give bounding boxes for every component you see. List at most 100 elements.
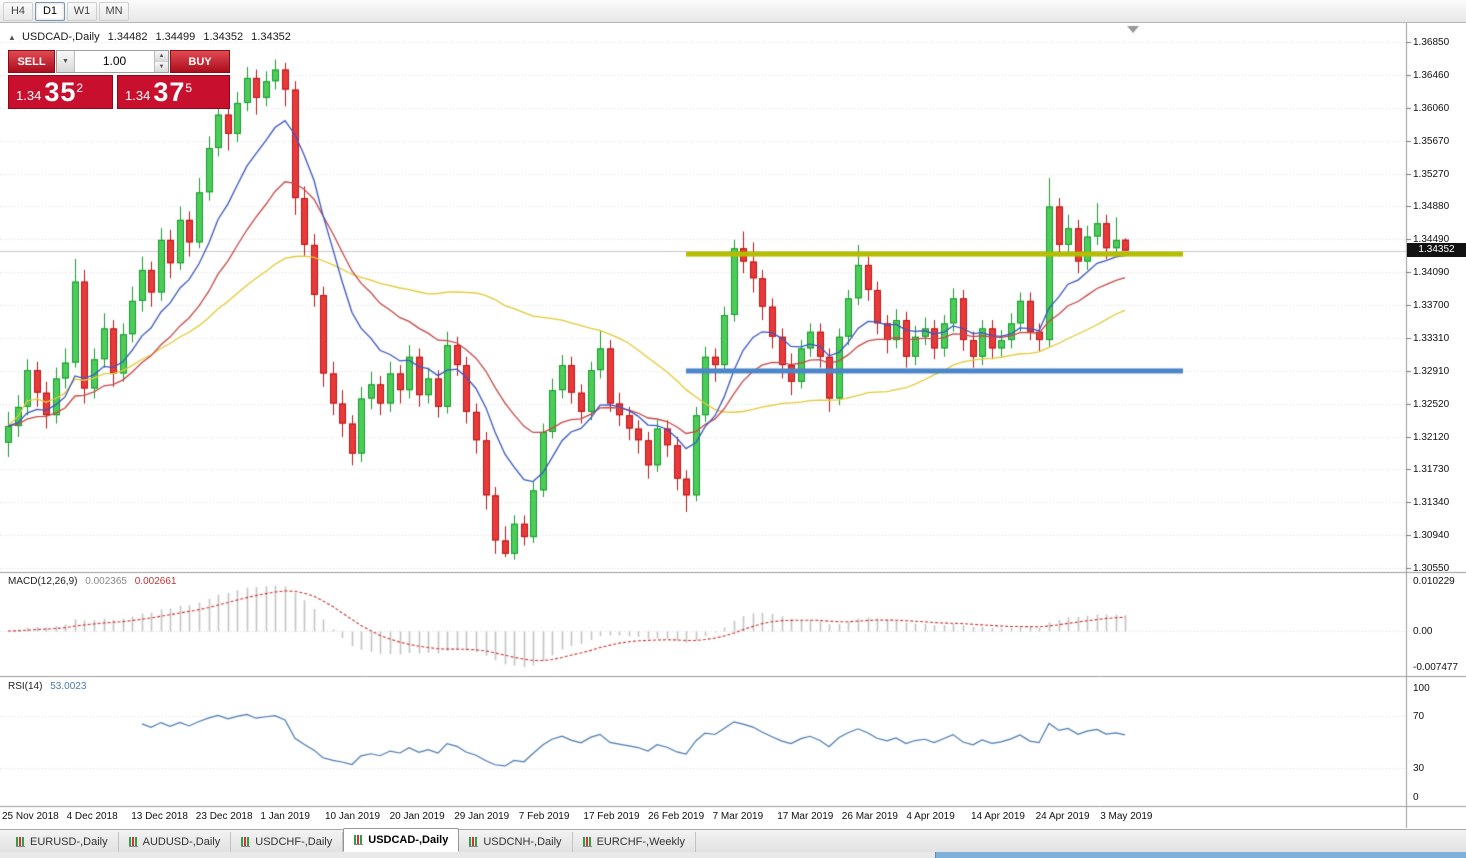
price-scale-label: 1.32910	[1413, 365, 1450, 377]
price-scale-label: 1.36850	[1413, 37, 1450, 48]
macd-indicator-label: MACD(12,26,9) 0.002365 0.002661	[8, 576, 176, 587]
one-click-trade-panel: SELL ▼ 1.00 ▲ ▼ BUY 1.34 35 2 1.34 37 5	[8, 50, 230, 109]
h-scrollbar[interactable]	[0, 852, 1466, 858]
symbol-tab-label: USDCNH-,Daily	[483, 836, 562, 848]
price-scale-label: 1.36060	[1413, 102, 1450, 114]
sell-price-big: 35	[44, 77, 77, 107]
date-label: 26 Feb 2019	[648, 811, 705, 822]
symbol-tab-label: AUDUSD-,Daily	[142, 836, 221, 848]
timeframe-w1[interactable]: W1	[67, 1, 97, 21]
date-label: 17 Feb 2019	[583, 811, 640, 822]
h-scrollbar-thumb[interactable]	[935, 852, 1466, 858]
symbol-tab-usdcnh-daily[interactable]: USDCNH-,Daily	[459, 832, 573, 852]
price-scale-label: 1.36460	[1413, 69, 1450, 81]
sell-price-base: 1.34	[16, 88, 42, 103]
symbol-tab-label: USDCHF-,Daily	[255, 836, 333, 848]
price-scale-label: 1.33310	[1413, 332, 1450, 344]
symbol-tab-eurusd-daily[interactable]: EURUSD-,Daily	[6, 832, 119, 852]
candlestick-icon	[241, 837, 251, 847]
macd-signal-value: 0.002661	[134, 576, 177, 587]
candlestick-icon	[582, 837, 592, 847]
price-scale-label: 1.35670	[1413, 135, 1450, 147]
date-label: 4 Apr 2019	[906, 811, 955, 822]
rsi-name: RSI(14)	[8, 681, 43, 692]
timeframe-mn[interactable]: MN	[99, 1, 129, 21]
candlestick-icon	[16, 837, 25, 847]
symbol-tabbar: EURUSD-,Daily AUDUSD-,Daily USDCHF-,Daily U…	[0, 828, 1466, 852]
sell-price-quote[interactable]: 1.34 35 2	[8, 75, 113, 109]
volume-stepper: ▲ ▼	[154, 51, 168, 72]
buy-button[interactable]: BUY	[170, 50, 230, 73]
date-label: 10 Jan 2019	[325, 811, 381, 822]
ohlc-high-value: 1.34499	[155, 31, 196, 43]
macd-scale-label: -0.007477	[1413, 662, 1459, 673]
candlestick-icon	[354, 835, 364, 845]
date-label: 24 Apr 2019	[1035, 811, 1090, 822]
rsi-scale-label: 100	[1413, 683, 1430, 694]
macd-main-value: 0.002365	[85, 576, 127, 587]
price-scale-label: 1.34090	[1413, 267, 1450, 279]
date-label: 4 Dec 2018	[66, 811, 118, 822]
volume-dropdown-icon[interactable]: ▼	[57, 51, 75, 72]
rsi-indicator-label: RSI(14) 53.0023	[8, 681, 86, 692]
ohlc-open-value: 1.34482	[107, 31, 148, 43]
symbol-tab-usdcad-daily[interactable]: USDCAD-,Daily	[343, 828, 460, 852]
price-scale-label: 1.31730	[1413, 464, 1450, 476]
symbol-tab-label: USDCAD-,Daily	[368, 834, 449, 846]
date-label: 23 Dec 2018	[195, 811, 253, 822]
macd-name: MACD(12,26,9)	[8, 576, 78, 587]
candlestick-icon	[469, 837, 479, 847]
price-scale-label: 1.33700	[1413, 300, 1450, 311]
buy-price-base: 1.34	[125, 88, 151, 103]
price-scale-label: 1.35270	[1413, 168, 1450, 180]
symbol-tab-usdchf-daily[interactable]: USDCHF-,Daily	[231, 832, 344, 852]
chart-title: ▲ USDCAD-,Daily 1.34482 1.34499 1.34352 …	[8, 31, 296, 43]
current-price-badge: 1.34352	[1407, 243, 1466, 257]
date-label: 26 Mar 2019	[841, 811, 898, 822]
volume-up-icon[interactable]: ▲	[155, 51, 168, 61]
date-label: 20 Jan 2019	[389, 811, 445, 822]
date-label: 13 Dec 2018	[131, 811, 188, 822]
date-label: 17 Mar 2019	[777, 811, 834, 822]
price-scale-label: 1.32120	[1413, 431, 1450, 443]
date-label: 7 Feb 2019	[518, 811, 570, 822]
date-label: 25 Nov 2018	[2, 811, 59, 822]
price-scale-label: 1.31340	[1413, 497, 1450, 509]
instrument-icon: ▲	[8, 33, 16, 42]
chart-symbol-title: USDCAD-,Daily	[21, 31, 100, 43]
candlestick-icon	[128, 837, 138, 847]
ohlc-low-value: 1.34352	[203, 31, 244, 43]
rsi-scale-label: 70	[1413, 711, 1425, 722]
date-label: 1 Jan 2019	[260, 811, 310, 822]
price-scale-label: 1.30940	[1413, 530, 1450, 542]
symbol-tab-label: EURCHF-,Weekly	[596, 836, 685, 848]
timeframe-h4[interactable]: H4	[3, 1, 33, 21]
symbol-tab-eurchf-weekly[interactable]: EURCHF-,Weekly	[573, 832, 696, 852]
symbol-tab-audusd-daily[interactable]: AUDUSD-,Daily	[119, 832, 232, 852]
symbol-tab-label: EURUSD-,Daily	[30, 836, 108, 848]
timeframe-toolbar: H4 D1 W1 MN	[0, 0, 1466, 23]
timeframe-d1[interactable]: D1	[35, 1, 65, 21]
volume-down-icon[interactable]: ▼	[155, 61, 168, 72]
volume-control: ▼ 1.00 ▲ ▼	[56, 50, 169, 73]
rsi-value: 53.0023	[50, 681, 87, 692]
sell-button[interactable]: SELL	[8, 50, 55, 73]
buy-price-big: 37	[153, 77, 186, 107]
macd-scale-label: 0.00	[1413, 626, 1433, 637]
volume-input[interactable]: 1.00	[102, 54, 127, 68]
price-scale-label: 1.30550	[1413, 563, 1450, 574]
macd-scale-label: 0.010229	[1413, 576, 1455, 587]
date-label: 7 Mar 2019	[712, 811, 764, 822]
rsi-scale-label: 30	[1413, 763, 1425, 774]
date-label: 3 May 2019	[1100, 811, 1153, 822]
price-scale-label: 1.34490	[1413, 234, 1450, 246]
buy-price-sup: 5	[185, 81, 193, 95]
rsi-scale-label: 0	[1413, 792, 1419, 803]
sell-price-sup: 2	[76, 81, 84, 95]
price-scale-label: 1.34880	[1413, 201, 1450, 213]
price-scale-label: 1.32520	[1413, 398, 1450, 410]
date-label: 14 Apr 2019	[971, 811, 1025, 822]
buy-price-quote[interactable]: 1.34 37 5	[117, 75, 230, 109]
